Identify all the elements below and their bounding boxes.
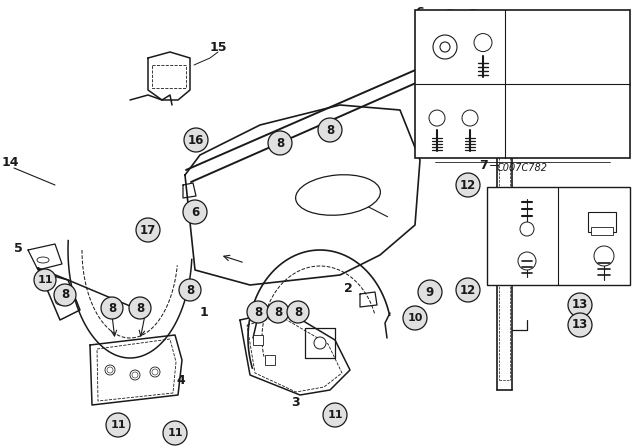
Text: 10: 10 [423, 18, 438, 28]
Circle shape [518, 252, 536, 270]
Circle shape [433, 35, 457, 59]
Circle shape [132, 372, 138, 378]
Circle shape [55, 295, 65, 305]
Bar [265, 355, 275, 365]
Text: 7: 7 [479, 159, 488, 172]
Text: 13: 13 [572, 319, 588, 332]
Text: 14: 14 [1, 155, 19, 168]
Ellipse shape [296, 175, 380, 215]
Circle shape [184, 128, 208, 152]
Circle shape [150, 367, 160, 377]
Text: 13: 13 [572, 298, 588, 311]
Circle shape [105, 365, 115, 375]
Circle shape [568, 26, 592, 50]
Circle shape [429, 110, 445, 126]
Circle shape [314, 337, 326, 349]
Circle shape [594, 246, 614, 266]
Circle shape [136, 218, 160, 242]
Circle shape [318, 118, 342, 142]
Text: 11: 11 [470, 18, 486, 28]
Circle shape [568, 313, 592, 337]
Text: 11: 11 [37, 275, 52, 285]
Text: 12: 12 [442, 16, 458, 29]
Text: 12: 12 [465, 16, 481, 29]
Text: 13: 13 [572, 31, 588, 44]
Circle shape [323, 403, 347, 427]
Circle shape [129, 297, 151, 319]
Text: 13: 13 [568, 241, 582, 251]
Text: 12: 12 [460, 284, 476, 297]
Text: 17: 17 [140, 224, 156, 237]
Text: 13: 13 [572, 236, 588, 249]
Circle shape [152, 369, 158, 375]
Text: 8: 8 [136, 302, 144, 314]
Text: 13: 13 [572, 124, 588, 137]
Circle shape [456, 278, 480, 302]
Circle shape [461, 10, 485, 34]
Text: 5: 5 [13, 241, 22, 254]
Circle shape [54, 284, 76, 306]
Circle shape [442, 39, 458, 55]
Text: 8: 8 [326, 124, 334, 137]
Text: 8: 8 [294, 306, 302, 319]
Circle shape [106, 413, 130, 437]
Bar [591, 227, 613, 235]
Circle shape [438, 10, 462, 34]
Circle shape [101, 297, 123, 319]
Circle shape [183, 200, 207, 224]
Circle shape [474, 34, 492, 52]
Text: 9: 9 [453, 89, 461, 99]
Circle shape [34, 269, 56, 291]
Circle shape [568, 230, 592, 254]
Circle shape [268, 131, 292, 155]
Circle shape [462, 110, 478, 126]
Text: 12: 12 [459, 61, 475, 74]
Text: 16: 16 [501, 195, 515, 205]
Circle shape [130, 370, 140, 380]
Text: 9: 9 [426, 285, 434, 298]
Circle shape [403, 306, 427, 330]
Text: 8: 8 [186, 284, 194, 297]
Text: 8: 8 [61, 289, 69, 302]
Circle shape [163, 421, 187, 445]
Circle shape [179, 279, 201, 301]
Text: 11: 11 [327, 410, 343, 420]
Circle shape [287, 301, 309, 323]
Text: 8: 8 [420, 89, 428, 99]
Circle shape [267, 301, 289, 323]
Text: 15: 15 [209, 40, 227, 53]
Circle shape [456, 173, 480, 197]
Text: 11: 11 [167, 428, 183, 438]
Text: 6: 6 [191, 206, 199, 219]
Text: 1: 1 [200, 306, 209, 319]
Text: 8: 8 [254, 306, 262, 319]
Text: C007C782: C007C782 [497, 163, 547, 173]
Bar [415, 10, 630, 158]
Ellipse shape [37, 257, 49, 263]
Bar [253, 335, 263, 345]
Text: 16: 16 [188, 134, 204, 146]
Bar [487, 187, 630, 285]
Circle shape [568, 293, 592, 317]
Circle shape [107, 367, 113, 373]
Text: 12: 12 [495, 241, 509, 251]
Text: 3: 3 [291, 396, 300, 409]
Text: 8: 8 [108, 302, 116, 314]
Text: 12: 12 [460, 178, 476, 191]
Text: 11: 11 [110, 420, 125, 430]
Circle shape [440, 42, 450, 52]
Bar [588, 212, 616, 232]
Text: 17: 17 [570, 195, 584, 205]
Text: 8: 8 [276, 137, 284, 150]
Text: 8: 8 [274, 306, 282, 319]
Circle shape [520, 222, 534, 236]
Circle shape [418, 280, 442, 304]
Text: 2: 2 [344, 283, 353, 296]
Circle shape [568, 118, 592, 142]
Text: 10: 10 [407, 313, 422, 323]
Circle shape [455, 56, 479, 80]
Text: 4: 4 [176, 374, 185, 387]
Text: 6: 6 [416, 5, 424, 18]
Circle shape [247, 301, 269, 323]
